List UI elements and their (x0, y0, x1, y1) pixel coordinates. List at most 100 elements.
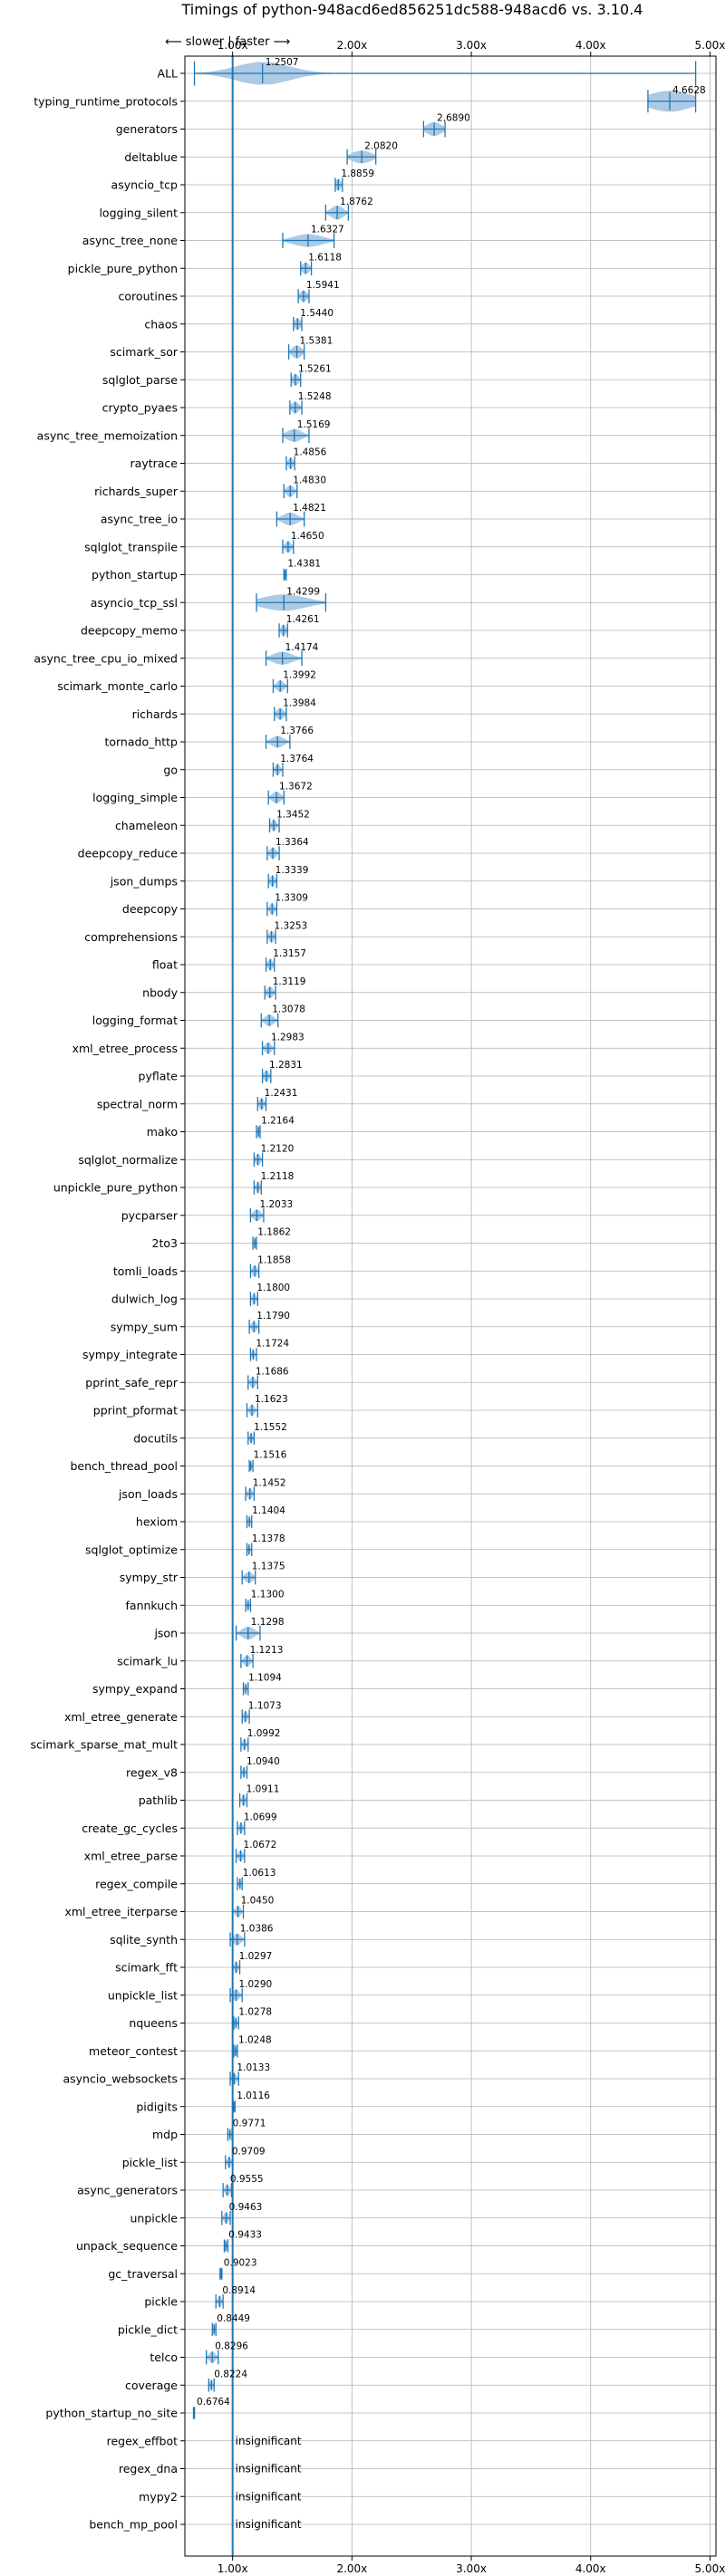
value-label: 1.0116 (237, 2091, 270, 2101)
benchmark-label: comprehensions (84, 930, 178, 944)
benchmark-label: xml_etree_parse (84, 1850, 179, 1863)
value-label: 1.1300 (251, 1589, 285, 1600)
value-label: 1.1516 (254, 1450, 287, 1461)
value-label: 1.3078 (272, 1004, 305, 1015)
value-label: 1.3766 (280, 726, 314, 736)
benchmark-label: chaos (144, 317, 178, 331)
value-label: 1.1298 (251, 1617, 285, 1628)
benchmark-label: asyncio_tcp_ssl (91, 596, 178, 610)
benchmark-label: deepcopy (122, 902, 179, 916)
benchmark-label: regex_dna (119, 2462, 178, 2475)
value-label: 0.8296 (215, 2341, 248, 2352)
x-tick-label-top: 2.00x (336, 39, 367, 52)
benchmark-label: logging_silent (99, 206, 178, 219)
benchmark-label: coverage (125, 2379, 178, 2392)
value-label: 1.0248 (238, 2034, 272, 2045)
value-label: 1.2831 (269, 1060, 303, 1071)
benchmark-label: sqlglot_parse (102, 373, 178, 387)
benchmark-label: coroutines (119, 290, 178, 303)
value-label: 0.9771 (233, 2119, 266, 2129)
value-label: 1.3309 (275, 893, 308, 904)
benchmark-label: pprint_pformat (93, 1404, 178, 1418)
value-label: 0.6764 (197, 2397, 230, 2408)
benchmark-label: tornado_http (104, 735, 178, 749)
x-tick-label-bottom: 2.00x (336, 2562, 367, 2572)
benchmark-label: pathlib (139, 1793, 178, 1807)
value-label: 1.0297 (239, 1951, 273, 1962)
direction-label: ⟵ slower | faster ⟶ (165, 35, 290, 49)
benchmark-label: regex_compile (95, 1877, 178, 1890)
benchmark-label: unpickle_pure_python (53, 1181, 178, 1195)
insignificant-label: insignificant (236, 2518, 302, 2531)
benchmark-label: deepcopy_reduce (78, 847, 179, 860)
value-label: 1.2431 (265, 1088, 298, 1099)
value-label: 1.3992 (283, 670, 316, 681)
benchmark-label: scimark_sor (110, 345, 178, 359)
benchmark-label: async_tree_memoization (37, 428, 178, 442)
benchmark-label: crypto_pyaes (102, 401, 178, 415)
value-label: 1.0450 (241, 1896, 275, 1907)
value-label: 1.4381 (287, 559, 321, 570)
benchmark-label: asyncio_tcp (111, 178, 179, 192)
value-label: 0.8224 (214, 2369, 247, 2379)
benchmark-label: telco (150, 2350, 178, 2364)
value-label: 2.6890 (437, 113, 470, 124)
value-label: 0.9433 (228, 2230, 262, 2241)
value-label: 1.1073 (248, 1700, 282, 1711)
value-label: 1.5169 (297, 419, 331, 430)
benchmark-label: pickle_dict (118, 2322, 178, 2336)
value-label: 1.5261 (298, 363, 332, 374)
value-label: 1.1790 (256, 1311, 290, 1322)
value-label: 1.3984 (283, 697, 316, 708)
benchmark-label: create_gc_cycles (82, 1821, 178, 1835)
value-label: 1.6118 (308, 252, 342, 263)
value-label: 1.0278 (238, 2007, 272, 2018)
x-tick-label-bottom: 4.00x (575, 2562, 606, 2572)
value-label: 1.3452 (276, 809, 310, 820)
benchmark-label: typing_runtime_protocols (34, 94, 178, 108)
benchmark-label: sympy_sum (111, 1320, 178, 1333)
value-label: 1.0386 (240, 1923, 274, 1934)
value-label: 1.2507 (266, 57, 299, 68)
value-label: 1.1378 (252, 1533, 285, 1544)
value-label: 1.4299 (286, 586, 320, 597)
benchmark-label: unpickle_list (108, 1988, 178, 2002)
benchmark-label: async_tree_io (101, 513, 178, 526)
benchmark-label: sympy_expand (92, 1682, 178, 1696)
benchmark-label: xml_etree_generate (64, 1710, 178, 1724)
value-label: 1.1623 (255, 1394, 288, 1405)
benchmark-label: json (153, 1627, 178, 1640)
value-label: 1.2983 (271, 1032, 304, 1043)
value-label: 1.1858 (257, 1254, 291, 1265)
benchmark-label: deepcopy_memo (81, 624, 178, 638)
benchmark-label: dulwich_log (111, 1293, 178, 1306)
benchmark-label: pickle_pure_python (68, 262, 178, 275)
value-label: 1.5248 (298, 391, 332, 402)
benchmark-label: regex_v8 (126, 1765, 178, 1779)
value-label: 2.0820 (364, 140, 398, 151)
benchmark-label: pickle_list (122, 2156, 178, 2169)
value-label: 1.3764 (280, 754, 314, 764)
value-label: 1.2120 (261, 1143, 295, 1154)
benchmark-label: unpack_sequence (76, 2239, 178, 2253)
benchmark-label: sqlglot_normalize (78, 1153, 178, 1167)
benchmark-label: raytrace (130, 457, 179, 470)
benchmark-label: python_startup (92, 568, 178, 582)
value-label: 1.3253 (275, 920, 308, 931)
value-label: 1.2033 (259, 1199, 293, 1210)
value-label: 1.4650 (291, 531, 324, 542)
benchmark-label: pickle (144, 2295, 178, 2309)
benchmark-label: bench_thread_pool (70, 1459, 178, 1473)
value-label: 1.4821 (293, 503, 326, 514)
value-label: 1.0613 (243, 1868, 276, 1879)
benchmark-label: mdp (152, 2128, 178, 2141)
benchmark-label: generators (116, 122, 178, 136)
benchmark-label: bench_mp_pool (89, 2518, 178, 2532)
value-label: 0.8914 (222, 2285, 256, 2296)
benchmark-label: richards (132, 707, 178, 721)
insignificant-label: insignificant (236, 2463, 302, 2475)
benchmark-label: scimark_lu (117, 1654, 178, 1668)
benchmark-label: unpickle (130, 2211, 178, 2225)
